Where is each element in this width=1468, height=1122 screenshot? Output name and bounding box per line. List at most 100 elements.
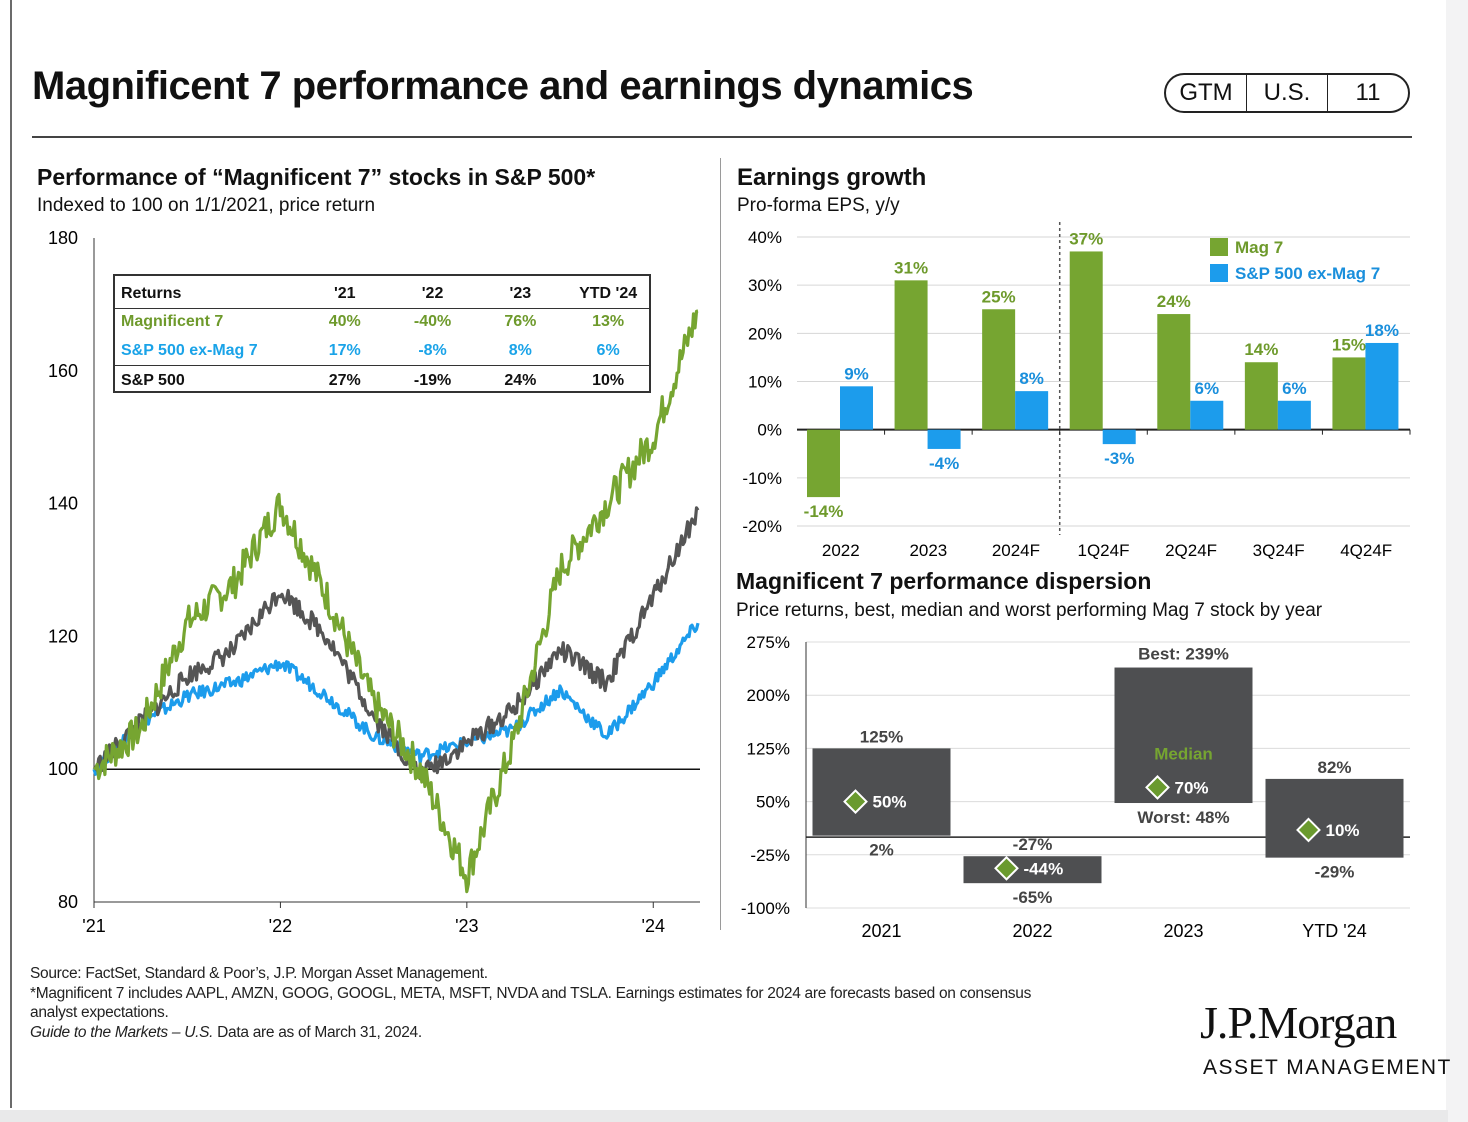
- source-line: Source: FactSet, Standard & Poor’s, J.P.…: [30, 965, 488, 982]
- y-tick-label: 125%: [747, 739, 790, 758]
- page-title: Magnificent 7 performance and earnings d…: [32, 64, 974, 108]
- category-label: YTD '24: [1302, 921, 1366, 941]
- ex-mag7-bar: [1365, 342, 1399, 430]
- y-tick-label: -10%: [742, 469, 782, 488]
- frame-right-edge: [1446, 0, 1468, 1122]
- returns-cell: 6%: [596, 341, 620, 359]
- returns-row-ex-mag7: S&P 500 ex-Mag 7 17% -8% 8% 6%: [115, 336, 649, 366]
- legend-swatch-ex-mag7: [1210, 264, 1228, 282]
- worst-label: -29%: [1315, 863, 1355, 882]
- mag7-bar: [982, 309, 1016, 430]
- data-label: 24%: [1157, 292, 1191, 311]
- y-tick-label: 100: [48, 759, 78, 779]
- y-tick-label: 30%: [748, 276, 782, 295]
- best-label: 82%: [1317, 758, 1351, 777]
- y-tick-label: 275%: [747, 633, 790, 652]
- median-marker: [1296, 817, 1321, 843]
- y-tick-label: 50%: [756, 793, 790, 812]
- returns-cell: 10%: [592, 371, 625, 389]
- tag-gtm: GTM: [1179, 79, 1233, 106]
- median-label: 10%: [1326, 821, 1360, 840]
- mag7-bar: [1069, 251, 1103, 430]
- earnings-growth-bar-chart: -20% -10% 0% 10% 20% 30% 40% 2022 -14% 9% 2023 31% -…: [742, 222, 1411, 560]
- y-tick-label: 140: [48, 494, 78, 514]
- x-tick-label: '21: [82, 916, 105, 936]
- category-label: 2023: [1163, 921, 1203, 941]
- mag7-bar: [1244, 362, 1278, 430]
- performance-subtitle: Indexed to 100 on 1/1/2021, price return: [37, 195, 376, 216]
- data-label: 6%: [1282, 379, 1307, 398]
- x-tick-label: '24: [642, 916, 665, 936]
- returns-header-2022: '22: [421, 284, 444, 302]
- tag-page-number: 11: [1327, 75, 1408, 111]
- y-tick-label: 20%: [748, 324, 782, 343]
- median-marker: [843, 789, 868, 815]
- median-marker: [1145, 774, 1170, 800]
- footnote-line-2: analyst expectations.: [30, 1004, 169, 1021]
- returns-cell: 8%: [508, 341, 532, 359]
- column-divider: [720, 158, 721, 930]
- returns-table-header-row: Returns '21 '22 '23 YTD '24: [115, 279, 649, 309]
- y-tick-label: 160: [48, 361, 78, 381]
- ex-mag7-line: [92, 622, 700, 776]
- returns-row-mag7: Magnificent 7 40% -40% 76% 13%: [115, 307, 649, 336]
- data-label: -3%: [1104, 449, 1134, 468]
- data-label: -4%: [929, 454, 959, 473]
- y-tick-label: -100%: [741, 899, 790, 918]
- x-tick-label: '23: [455, 916, 478, 936]
- range-box: [963, 856, 1102, 884]
- jpmorgan-logo: J.P.Morgan: [1200, 997, 1397, 1048]
- y-tick-label: 40%: [748, 228, 782, 247]
- y-tick-label: 180: [48, 228, 78, 248]
- worst-label: Worst: 48%: [1137, 808, 1229, 827]
- worst-label: -65%: [1013, 888, 1053, 907]
- ex-mag7-bar: [1190, 400, 1224, 430]
- earnings-subtitle: Pro-forma EPS, y/y: [737, 195, 900, 216]
- mag7-bar: [1332, 357, 1366, 430]
- y-tick-label: 120: [48, 626, 78, 646]
- median-label: 50%: [873, 793, 907, 812]
- returns-cell: -40%: [413, 312, 452, 330]
- best-label: Best: 239%: [1138, 645, 1229, 664]
- slide-tag-pill: GTM U.S. 11: [1164, 73, 1410, 113]
- legend-swatch-mag7: [1210, 238, 1228, 256]
- returns-header-2023: '23: [509, 284, 532, 302]
- category-label: 1Q24F: [1078, 541, 1130, 560]
- data-label: 31%: [894, 258, 928, 277]
- legend-label-mag7: Mag 7: [1235, 238, 1283, 257]
- data-label: 25%: [982, 287, 1016, 306]
- performance-title: Performance of “Magnificent 7” stocks in…: [37, 164, 596, 190]
- returns-cell: 76%: [504, 312, 537, 330]
- guide-title: Guide to the Markets – U.S.: [30, 1023, 214, 1041]
- returns-row-label: S&P 500: [121, 371, 185, 389]
- data-label: 14%: [1244, 340, 1278, 359]
- returns-cell: -19%: [413, 371, 452, 389]
- category-label: 3Q24F: [1253, 541, 1305, 560]
- ex-mag7-bar: [840, 386, 873, 430]
- best-label: -27%: [1013, 835, 1053, 854]
- returns-header-label: Returns: [121, 284, 182, 302]
- y-tick-label: -20%: [742, 517, 782, 536]
- y-tick-label: 80: [58, 892, 78, 912]
- frame-bottom-edge: [0, 1110, 1448, 1122]
- y-tick-label: 0%: [757, 421, 782, 440]
- source-footnote: Source: FactSet, Standard & Poor’s, J.P.…: [30, 964, 1031, 1042]
- returns-cell: 27%: [328, 371, 361, 389]
- returns-cell: 17%: [328, 341, 361, 359]
- median-marker: [994, 855, 1019, 881]
- category-label: 2023: [909, 541, 947, 560]
- footnote-line: *Magnificent 7 includes AAPL, AMZN, GOOG…: [30, 984, 1032, 1002]
- median-label: 70%: [1175, 778, 1209, 797]
- data-label: 37%: [1069, 229, 1103, 248]
- mag7-bar: [894, 280, 928, 430]
- dispersion-range-chart: -100% -25% 50% 125% 200% 275% 50% 125% 2% 2021 -44…: [741, 633, 1410, 941]
- returns-cell: 13%: [592, 312, 625, 330]
- x-tick-label: '22: [269, 916, 292, 936]
- mag7-bar: [807, 429, 840, 498]
- asset-management-label: ASSET MANAGEMENT: [1203, 1056, 1452, 1079]
- returns-cell: -8%: [418, 341, 447, 359]
- ex-mag7-bar: [1102, 429, 1136, 445]
- category-label: 2Q24F: [1165, 541, 1217, 560]
- range-box: [1265, 778, 1404, 858]
- category-label: 2022: [822, 541, 860, 560]
